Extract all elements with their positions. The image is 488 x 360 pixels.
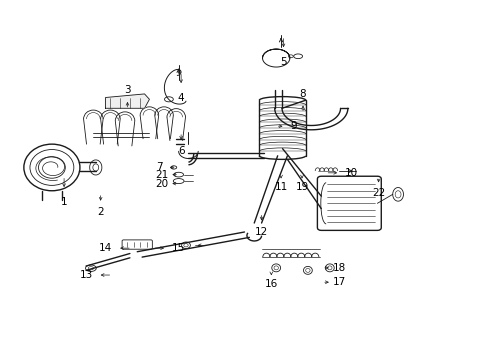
Text: 7: 7	[156, 162, 162, 172]
Text: 8: 8	[299, 89, 305, 99]
Text: 22: 22	[371, 188, 385, 198]
Text: 16: 16	[264, 279, 277, 289]
Text: 14: 14	[99, 243, 112, 253]
Text: 10: 10	[345, 168, 358, 178]
Text: 18: 18	[332, 263, 346, 273]
Text: 1: 1	[61, 197, 67, 207]
Text: 21: 21	[155, 170, 168, 180]
Text: 19: 19	[295, 182, 308, 192]
Text: 4: 4	[178, 93, 184, 103]
Text: 20: 20	[155, 179, 168, 189]
Text: 9: 9	[289, 121, 296, 131]
Text: 12: 12	[254, 227, 267, 237]
Text: 15: 15	[172, 243, 185, 253]
Polygon shape	[105, 94, 149, 108]
Text: 5: 5	[280, 57, 286, 67]
Text: 3: 3	[124, 85, 130, 95]
Text: 13: 13	[79, 270, 92, 280]
Text: 17: 17	[332, 277, 346, 287]
Text: 2: 2	[97, 207, 104, 217]
Text: 11: 11	[274, 182, 287, 192]
Text: 6: 6	[178, 146, 184, 156]
